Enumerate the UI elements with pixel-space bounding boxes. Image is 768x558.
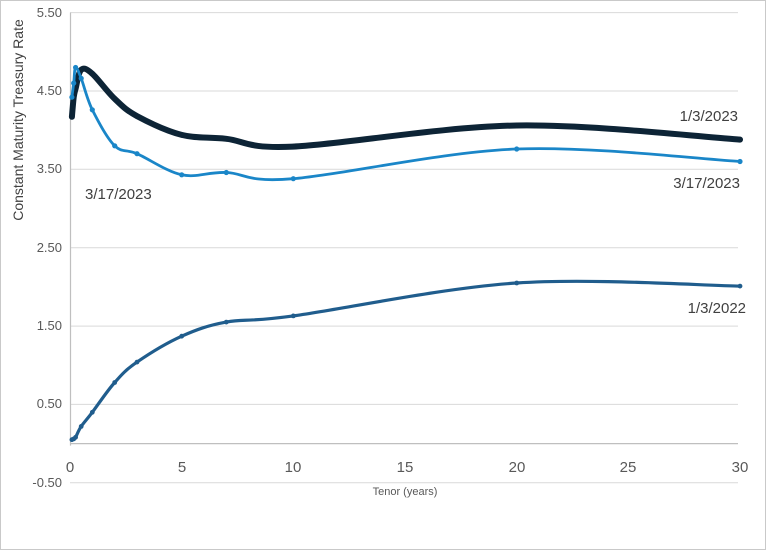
- series-label-1-3-2023: 1/3/2023: [679, 108, 738, 125]
- x-tick-label: 15: [396, 459, 414, 476]
- series-marker-3-17-2023: [78, 75, 84, 81]
- y-tick-label: 5.50: [36, 5, 62, 20]
- x-tick-label: 10: [284, 459, 302, 476]
- y-tick-label: 4.50: [36, 83, 62, 98]
- y-tick-label: 2.50: [36, 240, 62, 255]
- series-marker-1-3-2023: [513, 122, 520, 129]
- series-marker-3-17-2023: [73, 64, 79, 71]
- x-tick-label: 5: [177, 459, 187, 476]
- series-marker-3-17-2023: [69, 94, 75, 100]
- x-tick-label: 25: [619, 459, 637, 476]
- series-marker-1-3-2022: [290, 313, 296, 319]
- series-marker-3-17-2023: [737, 158, 743, 165]
- y-tick-label: 1.50: [36, 318, 62, 333]
- series-marker-3-17-2023: [290, 176, 296, 182]
- series-marker-3-17-2023: [179, 172, 185, 178]
- series-marker-1-3-2023: [111, 96, 118, 102]
- series-marker-1-3-2023: [69, 114, 75, 120]
- y-axis-title: Constant Maturity Treasury Rate: [10, 19, 26, 221]
- series-marker-1-3-2022: [514, 280, 520, 286]
- y-tick-label: -0.50: [32, 475, 62, 490]
- x-tick-label: 0: [65, 459, 75, 476]
- series-label-3-17-2023-left: 3/17/2023: [85, 186, 152, 203]
- x-axis-title: Tenor (years): [372, 486, 438, 498]
- y-tick-label: 0.50: [36, 396, 62, 411]
- series-marker-3-17-2023: [112, 143, 118, 149]
- series-marker-1-3-2023: [178, 132, 185, 138]
- series-marker-1-3-2023: [89, 70, 96, 77]
- x-tick-label: 20: [508, 459, 526, 476]
- series-label-3-17-2023-right: 3/17/2023: [673, 175, 740, 192]
- series-marker-3-17-2023: [71, 80, 77, 86]
- series-marker-3-17-2023: [514, 146, 520, 152]
- series-marker-1-3-2022: [78, 424, 84, 429]
- series-label-1-3-2022: 1/3/2022: [687, 300, 746, 317]
- series-marker-1-3-2022: [179, 333, 185, 339]
- series-marker-1-3-2022: [223, 319, 229, 325]
- x-tick-label: 30: [731, 459, 749, 476]
- series-marker-3-17-2023: [134, 151, 140, 157]
- series-marker-1-3-2022: [737, 283, 743, 289]
- series-marker-1-3-2022: [134, 359, 140, 365]
- series-marker-1-3-2023: [290, 143, 297, 150]
- y-tick-label: 3.50: [36, 161, 62, 176]
- series-marker-1-3-2022: [73, 434, 78, 440]
- series-marker-3-17-2023: [223, 169, 229, 176]
- series-marker-1-3-2022: [112, 380, 118, 385]
- series-marker-1-3-2023: [223, 136, 230, 142]
- series-marker-1-3-2023: [134, 113, 140, 119]
- series-marker-1-3-2023: [737, 136, 743, 143]
- series-marker-1-3-2022: [89, 409, 95, 415]
- series-marker-3-17-2023: [89, 107, 95, 113]
